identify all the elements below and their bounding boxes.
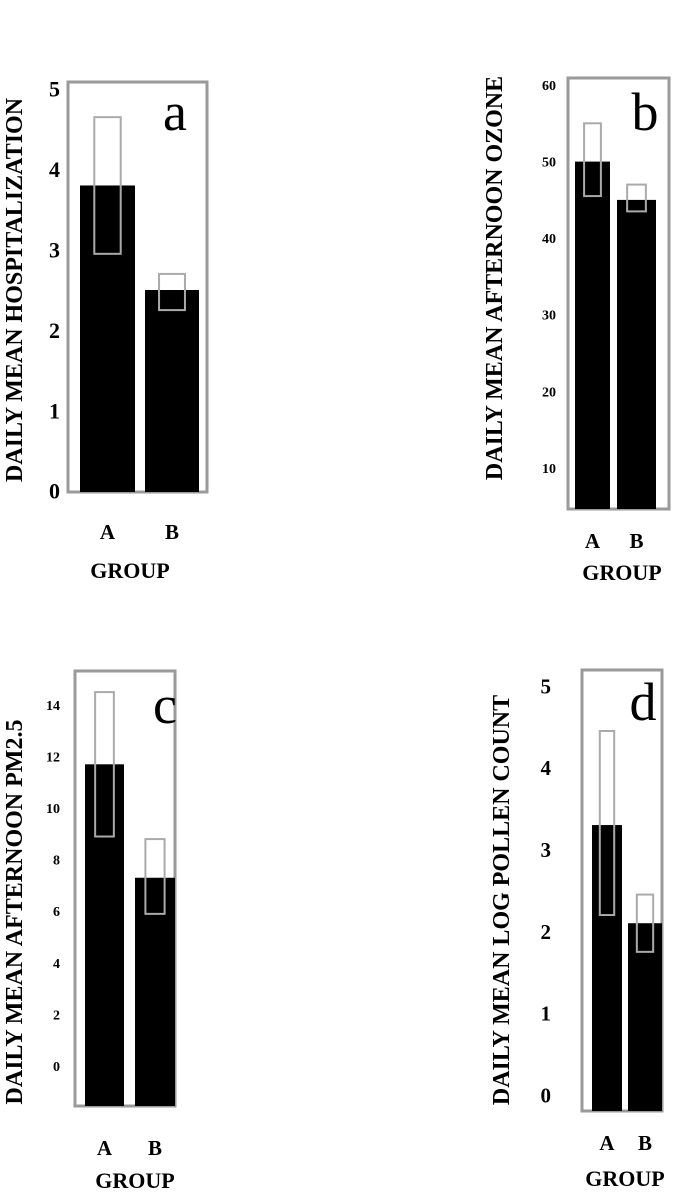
panel-c-bar-b (135, 877, 175, 1106)
panel-d-bar-b (628, 923, 662, 1111)
panel-a-y-tick-label: 1 (49, 398, 60, 423)
panel-d-category-label-b: B (638, 1131, 652, 1155)
panel-a-x-axis-label: GROUP (90, 558, 169, 583)
panel-c-letter: c (153, 675, 177, 735)
panel-b-y-tick-label: 20 (542, 385, 556, 400)
panel-c-category-label-a: A (97, 1136, 113, 1160)
panel-d-y-axis-label: DAILY MEAN LOG POLLEN COUNT (489, 695, 515, 1105)
panel-d-y-tick-label: 2 (541, 920, 552, 944)
panel-c-error-box-a (94, 691, 115, 838)
panel-d-y-tick-label: 3 (541, 838, 552, 862)
panel-a-error-box-b (158, 272, 186, 312)
panel-a-y-axis-label: DAILY MEAN HOSPITALIZATION (2, 97, 28, 482)
panel-a-plot-frame (66, 80, 209, 494)
panel-b-y-tick-label: 40 (542, 232, 556, 247)
panel-d-category-label-a: A (599, 1131, 615, 1155)
panel-a-y-tick-label: 0 (49, 479, 60, 504)
panel-c-y-tick-label: 14 (46, 699, 60, 714)
panel-c-category-label-b: B (148, 1136, 162, 1160)
panel-d-y-tick-label: 0 (541, 1083, 552, 1107)
panel-c-y-tick-label: 10 (46, 802, 60, 817)
panel-b-category-label-a: A (585, 529, 601, 553)
panel-b-y-axis-label: DAILY MEAN AFTERNOON OZONE (482, 76, 508, 480)
panel-b-bar-a (575, 161, 610, 509)
panel-d-x-axis-label: GROUP (585, 1166, 664, 1191)
panel-b-category-label-b: B (629, 529, 643, 553)
panel-d-error-box-a (598, 729, 616, 917)
panel-c-y-tick-label: 6 (53, 905, 60, 920)
panel-a-bar-b (145, 290, 199, 492)
panel-a-category-label-a: A (100, 520, 116, 544)
panel-d-letter: d (630, 672, 657, 732)
panel-b-bar-b (617, 199, 656, 509)
panel-b-error-box-a (583, 122, 602, 198)
panel-d-y-tick-label: 5 (541, 674, 552, 698)
panel-a-letter: a (163, 82, 187, 142)
panel-c-y-tick-label: 8 (53, 854, 60, 869)
panel-c-error-box-b (144, 838, 166, 915)
panel-a-y-tick-label: 5 (49, 77, 60, 102)
panel-d-y-tick-label: 4 (541, 756, 552, 780)
panel-c-y-tick-label: 4 (53, 957, 60, 972)
panel-c-y-tick-label: 12 (46, 750, 60, 765)
panel-a-category-label-b: B (165, 520, 179, 544)
panel-a-error-box-a (93, 116, 122, 255)
panel-c-x-axis-label: GROUP (95, 1168, 174, 1193)
panel-d-bar-a (592, 825, 622, 1111)
panel-d-y-tick-label: 1 (541, 1002, 552, 1026)
panel-a-bar-a (80, 185, 135, 493)
panel-b-y-tick-label: 50 (542, 156, 556, 171)
panel-b-y-tick-label: 10 (542, 462, 556, 477)
panel-b-error-box-b (626, 183, 647, 213)
panel-c-bar-a (85, 764, 124, 1106)
panel-c-y-tick-label: 0 (53, 1060, 60, 1075)
panel-c-y-axis-label: DAILY MEAN AFTERNOON PM2.5 (2, 720, 28, 1105)
panel-a-y-tick-label: 4 (49, 157, 60, 182)
panel-c-y-tick-label: 2 (53, 1008, 60, 1023)
panel-b-y-tick-label: 60 (542, 79, 556, 94)
panel-a-y-tick-label: 3 (49, 238, 60, 263)
panel-b-y-tick-label: 30 (542, 309, 556, 324)
panel-d-error-box-b (635, 893, 655, 953)
panel-a-y-tick-label: 2 (49, 318, 60, 343)
panel-b-letter: b (632, 82, 659, 142)
panel-b-x-axis-label: GROUP (582, 560, 661, 585)
